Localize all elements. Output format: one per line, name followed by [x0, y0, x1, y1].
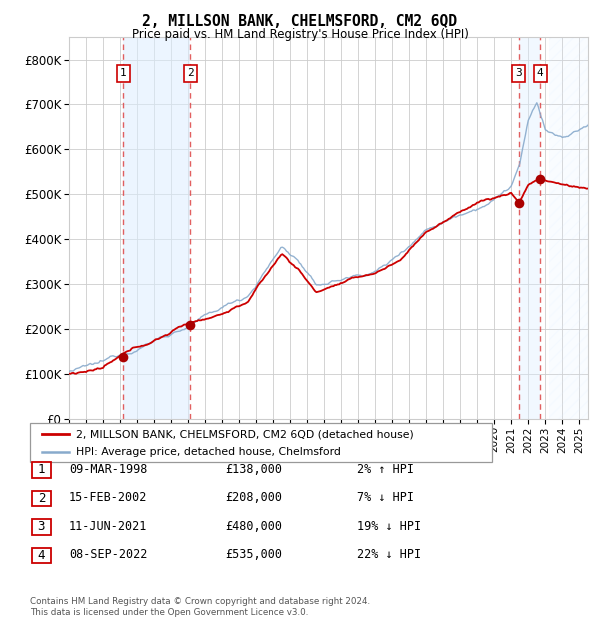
Bar: [519, 37, 540, 418]
Text: 19% ↓ HPI: 19% ↓ HPI: [357, 520, 421, 533]
Text: £138,000: £138,000: [225, 463, 282, 476]
Bar: [32, 462, 51, 478]
Text: 2, MILLSON BANK, CHELMSFORD, CM2 6QD: 2, MILLSON BANK, CHELMSFORD, CM2 6QD: [143, 14, 458, 29]
Text: £480,000: £480,000: [225, 520, 282, 533]
Text: 11-JUN-2021: 11-JUN-2021: [69, 520, 148, 533]
Text: Price paid vs. HM Land Registry's House Price Index (HPI): Price paid vs. HM Land Registry's House …: [131, 28, 469, 41]
Text: 2, MILLSON BANK, CHELMSFORD, CM2 6QD (detached house): 2, MILLSON BANK, CHELMSFORD, CM2 6QD (de…: [76, 429, 414, 439]
Text: 3: 3: [38, 521, 45, 533]
Bar: [32, 519, 51, 535]
Text: 15-FEB-2002: 15-FEB-2002: [69, 492, 148, 504]
Bar: [32, 547, 51, 564]
Text: 4: 4: [38, 549, 45, 562]
Bar: [32, 490, 51, 507]
Bar: [549, 37, 588, 418]
Text: 2: 2: [38, 492, 45, 505]
Text: 1: 1: [120, 68, 127, 78]
Text: 09-MAR-1998: 09-MAR-1998: [69, 463, 148, 476]
Bar: [123, 37, 190, 418]
Text: £535,000: £535,000: [225, 549, 282, 561]
Text: 4: 4: [537, 68, 544, 78]
Text: 08-SEP-2022: 08-SEP-2022: [69, 549, 148, 561]
Text: 3: 3: [515, 68, 522, 78]
Text: Contains HM Land Registry data © Crown copyright and database right 2024.
This d: Contains HM Land Registry data © Crown c…: [30, 598, 370, 617]
Text: 22% ↓ HPI: 22% ↓ HPI: [357, 549, 421, 561]
Text: 1: 1: [38, 464, 45, 476]
Text: 2% ↑ HPI: 2% ↑ HPI: [357, 463, 414, 476]
Text: HPI: Average price, detached house, Chelmsford: HPI: Average price, detached house, Chel…: [76, 447, 341, 457]
Text: 2: 2: [187, 68, 194, 78]
Text: £208,000: £208,000: [225, 492, 282, 504]
Text: 7% ↓ HPI: 7% ↓ HPI: [357, 492, 414, 504]
